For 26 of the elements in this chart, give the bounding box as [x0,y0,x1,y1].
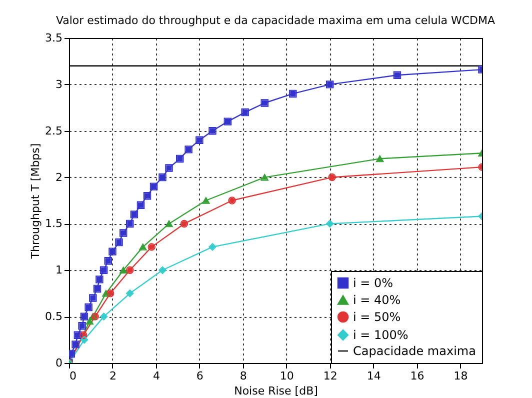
y-tick-label: 2 [56,170,62,184]
legend-label: i = 0% [353,276,394,290]
x-tick-label: 0 [70,370,76,382]
x-tick-label: 18 [454,370,468,382]
legend-label: i = 100% [353,328,408,342]
legend-label: i = 40% [353,293,401,307]
y-tick-label: 1 [56,264,62,277]
x-tick-label: 14 [366,370,381,382]
y-tick-label: 3.5 [45,32,62,44]
y-tick-label: 0 [56,356,62,370]
x-tick-label: 4 [152,370,160,382]
x-tick-label: 12 [323,370,338,382]
y-tick-label: 2.5 [45,124,62,138]
y-axis-title: Throughput T [Mbps] [29,143,42,260]
x-tick-label: 8 [240,370,247,382]
x-tick-label: 6 [196,370,204,382]
x-tick-label: 16 [410,370,424,382]
legend-label: i = 50% [353,310,401,324]
legend-label: Capacidade maxima [353,344,476,358]
chart-title: Valor estimado do throughput e da capacidade maxima em uma celula WCDMA [56,14,496,27]
x-tick-label: 2 [109,370,116,382]
y-tick-label: 1.5 [45,217,62,230]
y-tick-label: 0.5 [45,310,62,324]
y-tick-label: 3 [56,78,62,91]
x-axis-title: Noise Rise [dB] [234,384,318,398]
x-tick-label: 10 [280,370,294,382]
